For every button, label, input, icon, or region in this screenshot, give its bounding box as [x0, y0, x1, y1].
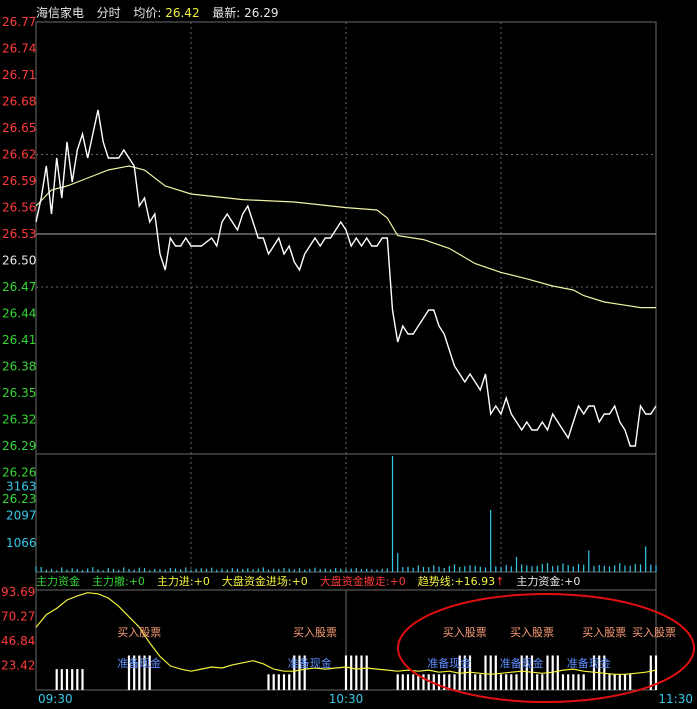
prepare-cash-label: 准备现金: [500, 656, 544, 670]
time-label-start: 09:30: [38, 692, 73, 706]
main-fund2-label: 主力资金:: [516, 575, 565, 588]
price-tick-label: 26.56: [2, 201, 36, 215]
trend-value: +16.93: [454, 575, 496, 588]
volume-tick-label: 3163: [6, 480, 37, 494]
prepare-cash-label: 准备现金: [427, 656, 471, 670]
indicator-tick-label: 23.42: [1, 659, 35, 673]
volume-bars: [35, 456, 657, 572]
price-tick-label: 26.38: [2, 360, 36, 374]
indicator-tick-label: 70.27: [1, 609, 35, 623]
trend-arrow: ↑: [495, 575, 505, 588]
indicator-legend: 主力资金 主力撤:+0 主力进:+0 大盘资金进场:+0 大盘资金撤走:+0 趋…: [36, 574, 580, 590]
price-tick-label: 26.68: [2, 95, 36, 109]
prepare-cash-label: 准备现金: [288, 656, 332, 670]
price-tick-label: 26.29: [2, 439, 36, 453]
price-tick-label: 26.50: [2, 254, 36, 268]
annotation-circle: [397, 593, 695, 703]
price-tick-label: 26.23: [2, 492, 36, 506]
price-tick-label: 26.35: [2, 386, 36, 400]
market-in-label: 大盘资金进场:: [221, 575, 292, 588]
price-tick-label: 26.47: [2, 280, 36, 294]
price-tick-label: 26.53: [2, 227, 36, 241]
price-tick-label: 26.65: [2, 121, 36, 135]
avg-price-value: 26.42: [165, 6, 200, 20]
latest-price-value: 26.29: [244, 6, 279, 20]
price-tick-label: 26.59: [2, 174, 36, 188]
main-fund2-value: +0: [564, 575, 581, 588]
buy-stock-label: 买入股票: [510, 626, 554, 639]
market-in-value: +0: [291, 575, 308, 588]
prepare-cash-label: 准备现金: [117, 656, 161, 670]
average-price-line: [35, 165, 656, 309]
price-tick-label: 26.41: [2, 333, 36, 347]
price-tick-label: 26.74: [2, 42, 36, 56]
main-exit-label: 主力撤:: [92, 575, 129, 588]
main-enter-label: 主力进:: [156, 575, 194, 588]
main-enter-value: +0: [193, 575, 210, 588]
indicator-markers: [55, 655, 658, 690]
chart-lines: [35, 109, 657, 675]
time-label-mid: 10:30: [329, 692, 364, 706]
chart-header: 海信家电 分时 均价: 26.42 最新: 26.29: [36, 4, 278, 22]
price-tick-label: 26.71: [2, 68, 36, 82]
price-tick-label: 26.26: [2, 466, 36, 480]
stock-name: 海信家电: [36, 6, 85, 20]
price-axis: 26.77 26.74 26.71 26.68 26.65 26.62 26.59 26.56…: [2, 15, 36, 506]
market-out-value: +0: [389, 575, 406, 588]
indicator-tick-label: 46.84: [1, 634, 35, 648]
volume-tick-label: 1066: [6, 536, 37, 550]
main-exit-value: +0: [128, 575, 145, 588]
time-axis: 09:30 10:30 11:30: [38, 692, 693, 706]
price-line: [35, 109, 657, 447]
buy-stock-label: 买入股票: [117, 626, 161, 639]
latest-price-label: 最新:: [212, 6, 241, 20]
indicator-tick-label: 93.69: [1, 585, 35, 599]
price-tick-label: 26.32: [2, 413, 36, 427]
trend-label: 趋势线:: [417, 575, 455, 588]
buy-stock-label: 买入股票: [632, 626, 676, 639]
price-tick-label: 26.77: [2, 15, 36, 29]
avg-price-label: 均价:: [133, 6, 162, 20]
market-out-label: 大盘资金撤走:: [319, 575, 390, 588]
price-tick-label: 26.62: [2, 148, 36, 162]
price-tick-label: 26.44: [2, 307, 36, 321]
indicator-line: [35, 592, 657, 675]
indicator-axis: 93.69 70.27 46.84 23.42: [1, 585, 35, 673]
main-fund-label: 主力资金: [36, 575, 80, 588]
mode-label[interactable]: 分时: [96, 6, 121, 20]
buy-stock-label: 买入股票: [443, 626, 487, 639]
volume-tick-label: 2097: [6, 508, 37, 522]
time-label-end: 11:30: [658, 692, 693, 706]
prepare-cash-label: 准备现金: [567, 656, 611, 670]
volume-axis: 3163 2097 1066: [6, 480, 37, 551]
buy-stock-label: 买入股票: [293, 626, 337, 639]
buy-stock-label: 买入股票: [582, 626, 626, 639]
